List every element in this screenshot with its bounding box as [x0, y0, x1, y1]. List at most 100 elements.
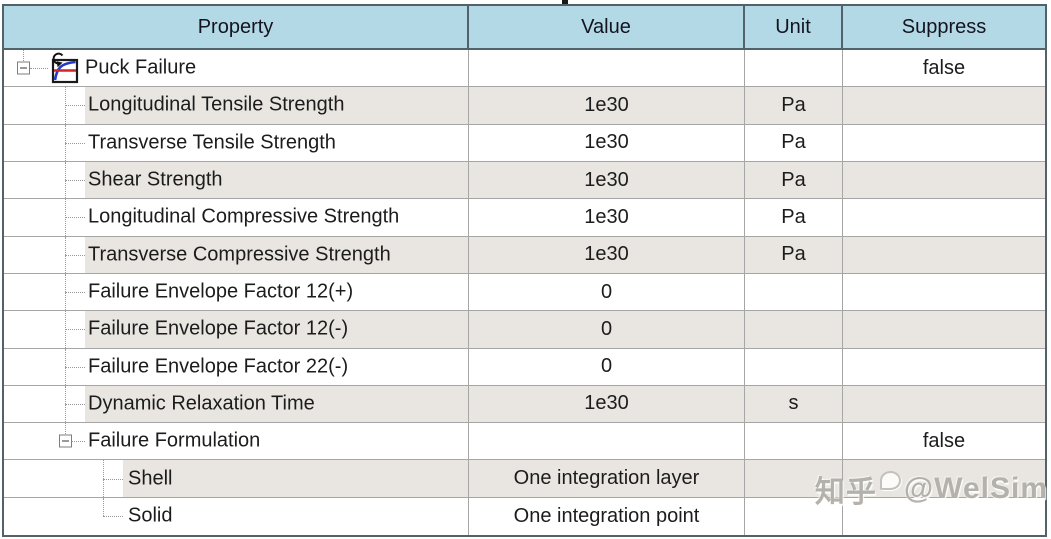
unit-cell [745, 497, 843, 536]
property-label: Longitudinal Tensile Strength [88, 93, 345, 116]
value-cell[interactable]: 0 [469, 311, 745, 349]
unit-cell[interactable]: s [745, 385, 843, 424]
suppress-cell[interactable]: false [843, 50, 1045, 88]
unit-cell [745, 423, 843, 461]
suppress-cell[interactable]: false [843, 423, 1045, 461]
property-cell[interactable]: Longitudinal Tensile Strength [4, 87, 469, 125]
tree-branch-line [23, 50, 24, 62]
unit-cell [745, 50, 843, 88]
table-row: Dynamic Relaxation Time 1e30 s [4, 385, 1045, 424]
property-label: Longitudinal Compressive Strength [88, 205, 400, 228]
tree-branch-line [65, 423, 66, 435]
table-row: Failure Formulation false [4, 423, 1045, 461]
tree-connector-line [65, 105, 85, 107]
tree-connector-line [65, 292, 85, 294]
property-label: Solid [128, 504, 173, 527]
value-cell[interactable] [469, 423, 745, 461]
property-cell[interactable]: Solid [4, 497, 469, 536]
table-row: Shell One integration layer [4, 460, 1045, 498]
property-cell[interactable]: Failure Envelope Factor 12(+) [4, 273, 469, 312]
property-cell[interactable]: Shear Strength [4, 161, 469, 200]
table-row: Longitudinal Tensile Strength 1e30 Pa [4, 87, 1045, 125]
property-cell[interactable]: Transverse Tensile Strength [4, 124, 469, 162]
table-row: Failure Envelope Factor 12(+) 0 [4, 273, 1045, 312]
suppress-cell [843, 385, 1045, 424]
tree-branch-line [65, 87, 66, 124]
table-row: Transverse Tensile Strength 1e30 Pa [4, 124, 1045, 162]
expander-minus-icon[interactable] [59, 434, 72, 448]
tree-branch-line [65, 385, 66, 423]
value-cell[interactable]: 1e30 [469, 124, 745, 162]
table-row: Puck Failure false [4, 50, 1045, 88]
tree-connector-line [65, 441, 85, 443]
puck-failure-chart-icon [46, 51, 80, 85]
unit-cell [745, 460, 843, 498]
column-header-unit[interactable]: Unit [745, 6, 843, 50]
value-cell[interactable]: 0 [469, 273, 745, 312]
tree-branch-line [103, 497, 104, 517]
property-cell[interactable]: Failure Formulation [4, 423, 469, 461]
property-cell[interactable]: Puck Failure [4, 50, 469, 88]
tree-connector-line [30, 68, 48, 70]
unit-cell[interactable]: Pa [745, 236, 843, 274]
property-cell[interactable]: Dynamic Relaxation Time [4, 385, 469, 424]
unit-cell[interactable]: Pa [745, 124, 843, 162]
tree-branch-line [65, 348, 66, 385]
tree-connector-line [65, 403, 85, 405]
value-cell[interactable]: 0 [469, 348, 745, 386]
property-cell[interactable]: Transverse Compressive Strength [4, 236, 469, 274]
column-header-value[interactable]: Value [469, 6, 745, 50]
unit-cell[interactable]: Pa [745, 87, 843, 125]
tree-connector-line [65, 366, 85, 368]
tree-branch-line [65, 199, 66, 236]
property-cell[interactable]: Failure Envelope Factor 12(-) [4, 311, 469, 349]
table-row: Failure Envelope Factor 12(-) 0 [4, 311, 1045, 349]
value-cell[interactable]: 1e30 [469, 385, 745, 424]
property-label: Dynamic Relaxation Time [88, 392, 315, 415]
table-row: Failure Envelope Factor 22(-) 0 [4, 348, 1045, 386]
value-cell[interactable]: 1e30 [469, 87, 745, 125]
table-header-row: Property Value Unit Suppress [4, 6, 1045, 50]
suppress-cell [843, 348, 1045, 386]
tree-connector-line [65, 254, 85, 256]
property-label: Shear Strength [88, 168, 223, 191]
tree-branch-line [65, 161, 66, 199]
tree-connector-line [103, 478, 123, 480]
suppress-cell [843, 87, 1045, 125]
cropped-title-text-artifact [562, 0, 568, 4]
property-label: Shell [128, 467, 173, 490]
tree-branch-line [103, 460, 104, 497]
property-label: Transverse Tensile Strength [88, 131, 336, 154]
value-cell[interactable]: One integration point [469, 497, 745, 536]
property-cell[interactable]: Shell [4, 460, 469, 498]
value-cell[interactable]: One integration layer [469, 460, 745, 498]
column-header-property[interactable]: Property [4, 6, 469, 50]
property-grid-body: Puck Failure false Longitudinal Tensile St… [4, 50, 1045, 536]
value-cell[interactable]: 1e30 [469, 199, 745, 237]
property-label: Puck Failure [85, 56, 197, 79]
tree-branch-line [65, 236, 66, 273]
table-row: Transverse Compressive Strength 1e30 Pa [4, 236, 1045, 274]
tree-connector-line [65, 329, 85, 331]
value-cell[interactable] [469, 50, 745, 88]
suppress-cell [843, 497, 1045, 536]
property-cell[interactable]: Longitudinal Compressive Strength [4, 199, 469, 237]
column-header-suppress[interactable]: Suppress [843, 6, 1045, 50]
table-row: Solid One integration point [4, 497, 1045, 536]
suppress-cell [843, 460, 1045, 498]
property-label: Failure Envelope Factor 12(-) [88, 317, 349, 340]
property-label: Transverse Compressive Strength [88, 243, 391, 266]
tree-branch-line [65, 311, 66, 348]
value-cell[interactable]: 1e30 [469, 161, 745, 200]
unit-cell[interactable]: Pa [745, 161, 843, 200]
suppress-cell [843, 161, 1045, 200]
value-cell[interactable]: 1e30 [469, 236, 745, 274]
property-label: Failure Formulation [88, 429, 261, 452]
unit-cell [745, 273, 843, 312]
unit-cell[interactable]: Pa [745, 199, 843, 237]
property-cell[interactable]: Failure Envelope Factor 22(-) [4, 348, 469, 386]
expander-minus-icon[interactable] [17, 61, 30, 75]
suppress-cell [843, 273, 1045, 312]
tree-connector-line [65, 217, 85, 219]
